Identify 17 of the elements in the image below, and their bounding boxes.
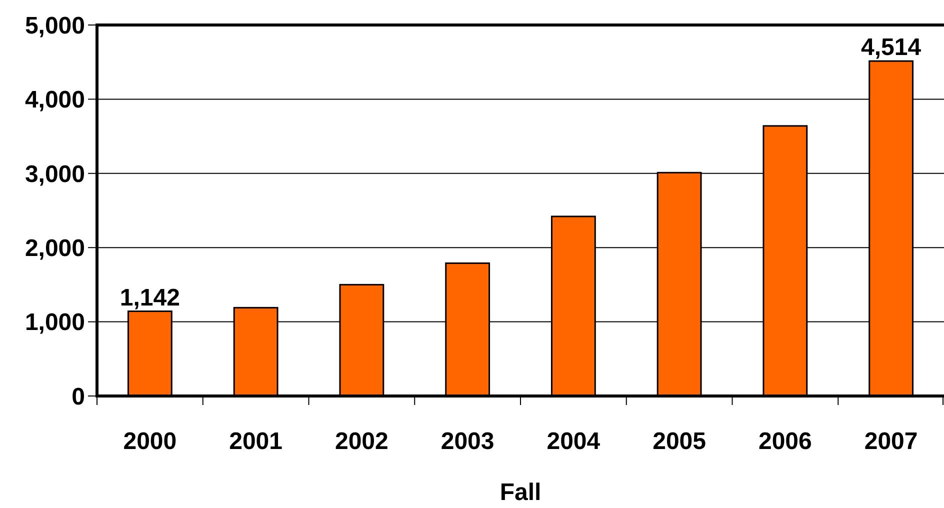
x-tick-label: 2005 (652, 428, 706, 455)
x-axis-title: Fall (500, 479, 542, 506)
data-label: 1,142 (120, 284, 180, 312)
x-tick-label: 2004 (546, 428, 601, 455)
x-tick-label: 2006 (758, 428, 812, 455)
y-tick-label: 1,000 (24, 309, 85, 336)
x-tick-label: 2007 (864, 428, 918, 455)
x-tick-label: 2000 (123, 428, 177, 455)
x-tick-label: 2001 (229, 428, 283, 455)
x-tick-label: 2003 (440, 428, 494, 455)
y-tick-label: 4,000 (24, 86, 85, 114)
y-tick-label: 3,000 (24, 160, 85, 188)
data-label: 4,514 (861, 34, 922, 62)
y-tick-label: 2,000 (24, 235, 85, 262)
y-tick-label: 0 (72, 383, 85, 410)
x-tick-label: 2002 (334, 428, 388, 455)
y-tick-label: 5,000 (24, 12, 85, 40)
